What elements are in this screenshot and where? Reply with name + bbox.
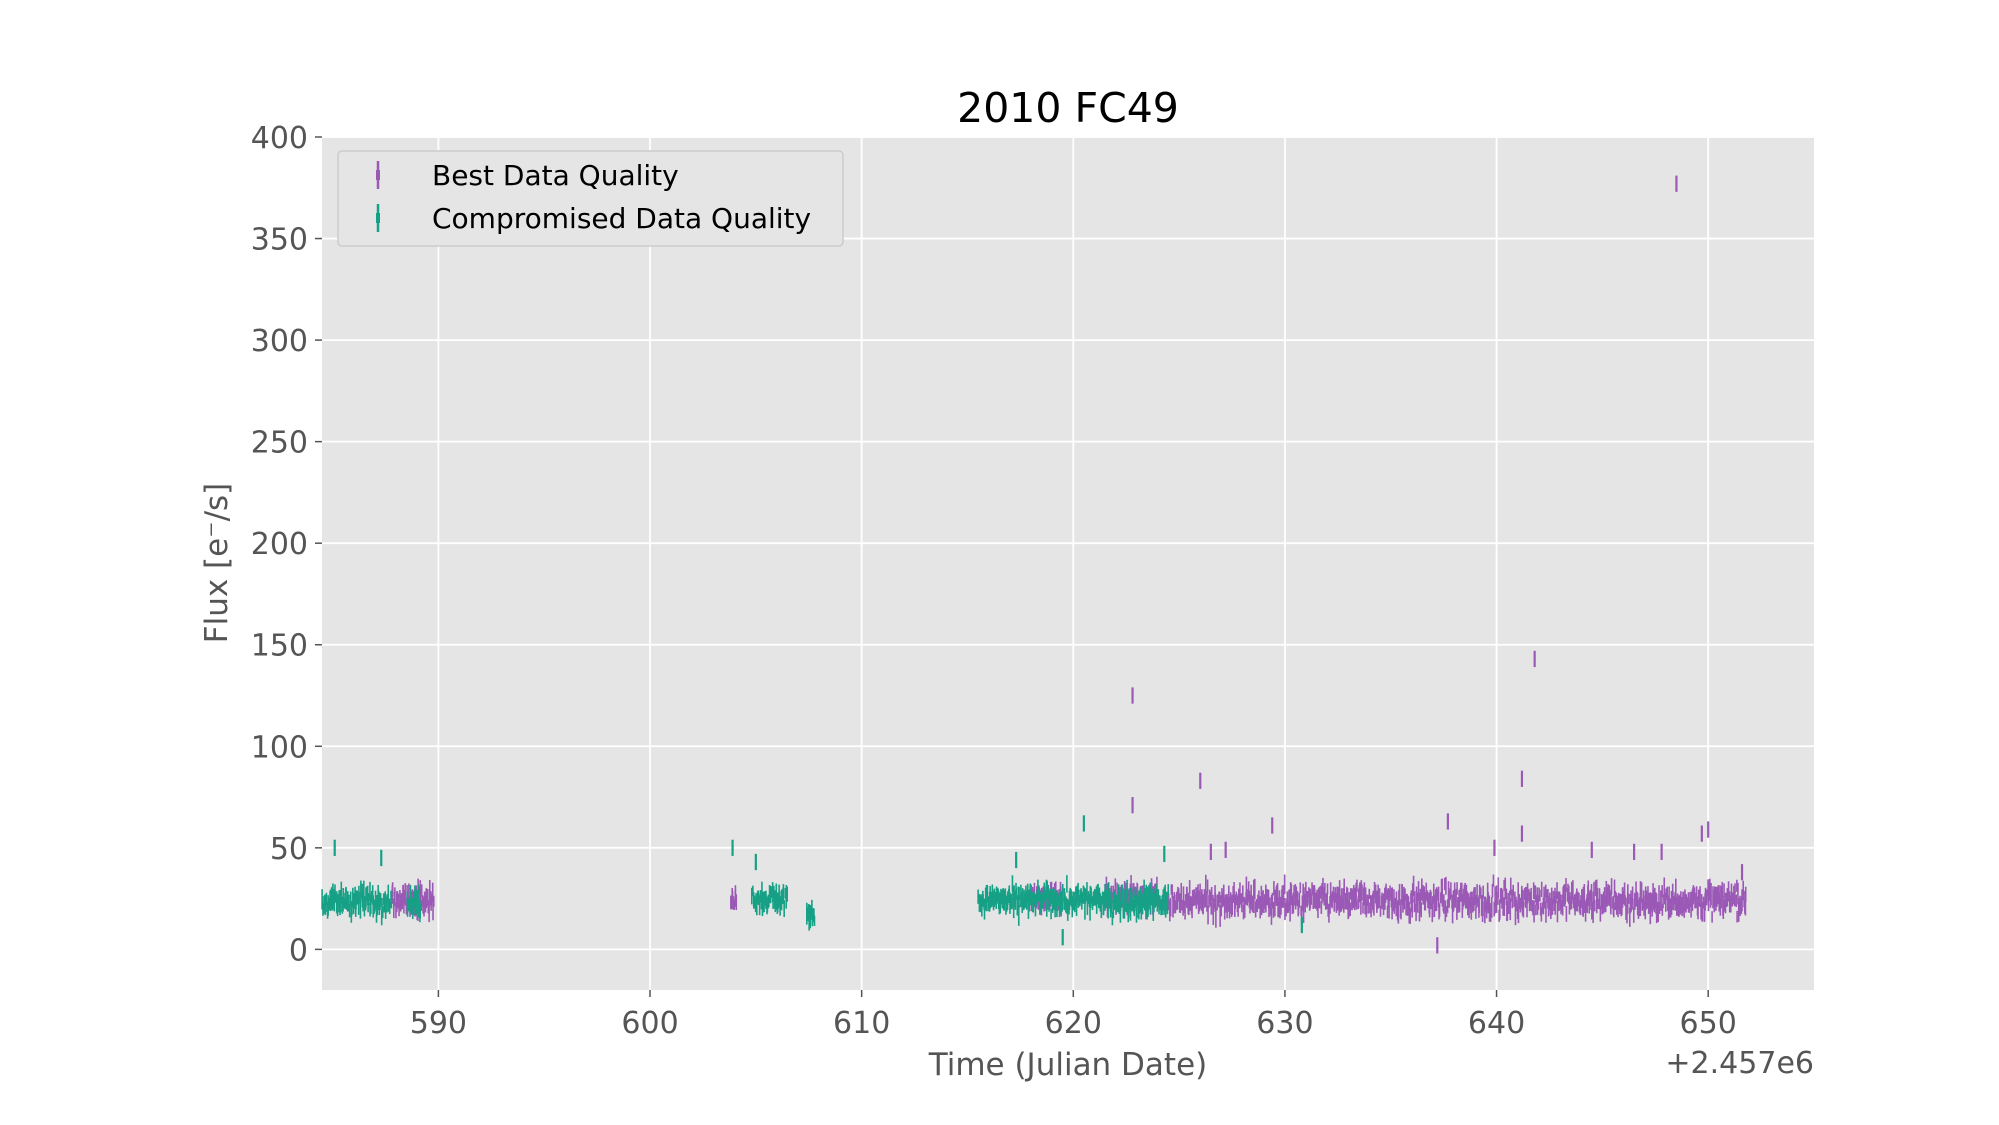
x-axis-label: Time (Julian Date)	[928, 1047, 1208, 1083]
x-axis-offset-label: +2.457e6	[1665, 1046, 1814, 1081]
legend-label-compromised: Compromised Data Quality	[432, 202, 811, 235]
x-tick-label: 630	[1256, 1006, 1313, 1041]
y-axis-label: Flux [e⁻/s]	[199, 483, 235, 644]
legend-label-best: Best Data Quality	[432, 159, 679, 192]
x-tick-label: 600	[621, 1006, 678, 1041]
y-tick-label: 250	[251, 426, 308, 461]
chart-title: 2010 FC49	[957, 84, 1179, 132]
y-tick-label: 300	[251, 324, 308, 359]
x-tick-label: 640	[1468, 1006, 1525, 1041]
plot-area	[322, 137, 1814, 990]
gridlines	[322, 136, 1814, 990]
y-tick-label: 50	[270, 832, 308, 867]
x-tick-label: 610	[833, 1006, 890, 1041]
x-tick-label: 590	[410, 1006, 467, 1041]
legend: Best Data Quality Compromised Data Quali…	[337, 150, 844, 247]
y-tick-label: 100	[251, 730, 308, 765]
y-axis-ticks: 0 50 100 150 200 250 300 350 400	[251, 121, 322, 968]
x-axis-ticks: 590 600 610 620 630 640 650	[410, 990, 1737, 1041]
x-tick-label: 650	[1680, 1006, 1737, 1041]
y-tick-label: 0	[289, 933, 308, 968]
y-tick-label: 350	[251, 223, 308, 258]
data-marks	[321, 175, 1747, 954]
y-tick-label: 150	[251, 629, 308, 664]
y-tick-label: 200	[251, 527, 308, 562]
x-tick-label: 620	[1045, 1006, 1102, 1041]
series-1	[321, 815, 1303, 946]
legend-box	[337, 150, 844, 247]
y-tick-label: 400	[251, 121, 308, 156]
